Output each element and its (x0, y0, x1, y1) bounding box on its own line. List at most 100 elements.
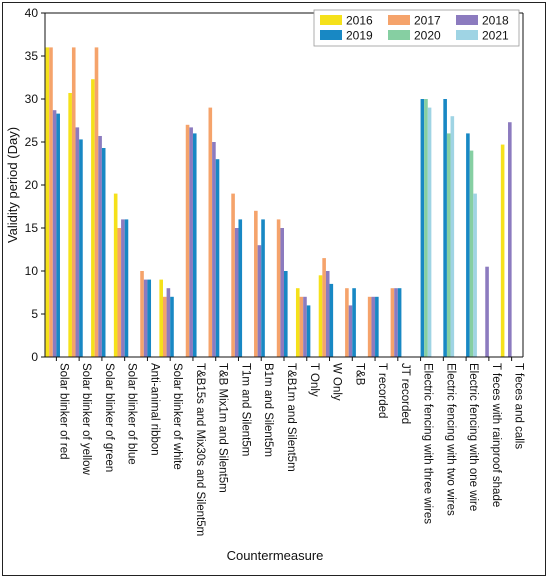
y-tick-label: 25 (25, 135, 39, 149)
legend-label: 2021 (482, 29, 509, 43)
y-tick-label: 40 (25, 6, 39, 20)
bar (45, 47, 50, 358)
x-tick-label: T&B Mix1m and Silent5m (217, 363, 229, 493)
bar (162, 296, 167, 357)
bar (446, 133, 451, 357)
bar (394, 288, 398, 357)
bar (212, 142, 216, 357)
x-tick-label: Solar blinker of green (103, 363, 115, 472)
bar (280, 228, 284, 357)
bar (159, 279, 163, 357)
x-tick-label: T feces with rainproof shade (490, 363, 502, 507)
bar (238, 219, 243, 357)
legend-label: 2020 (414, 29, 441, 43)
bar (367, 296, 372, 357)
bar (508, 122, 512, 357)
bar (352, 288, 356, 357)
bar (500, 144, 505, 357)
bar (71, 47, 76, 358)
bar (420, 99, 425, 357)
y-tick-label: 0 (31, 350, 38, 364)
bar (75, 127, 80, 357)
legend-label: 2017 (414, 14, 441, 28)
x-tick-label: T&B1m and Silent5m (285, 363, 297, 472)
y-tick-label: 5 (31, 307, 38, 321)
bar (147, 279, 152, 357)
x-tick-label: T feces and calls (513, 363, 525, 449)
bar (113, 193, 118, 357)
bar (325, 271, 330, 357)
bar (469, 150, 474, 357)
legend-swatch (320, 15, 342, 25)
x-tick-label: T1m and Silent5m (239, 363, 251, 456)
bar (192, 133, 197, 357)
y-tick-label: 10 (25, 264, 39, 278)
bar (443, 99, 447, 357)
bar (345, 288, 349, 357)
x-tick-label: Electric fencing with three wires (422, 363, 434, 524)
bars-layer (45, 47, 512, 358)
bar (124, 219, 129, 357)
x-tick-label: Solar blinker of blue (126, 363, 138, 465)
bar (299, 296, 304, 357)
bar (56, 113, 60, 358)
bar (427, 107, 432, 357)
bar (371, 296, 376, 357)
y-axis-title: Validity period (Day) (5, 127, 20, 243)
y-tick-label: 15 (25, 221, 39, 235)
bar (261, 219, 265, 357)
bar (466, 133, 470, 357)
bar (473, 193, 477, 357)
bar (140, 271, 144, 357)
bar (295, 288, 300, 357)
x-tick-label: JT recorded (399, 363, 411, 424)
legend-label: 2018 (482, 14, 509, 28)
bar (170, 296, 174, 357)
bar (121, 219, 125, 357)
bar (348, 305, 353, 357)
bar (424, 99, 428, 357)
bar (254, 210, 258, 357)
x-axis-title: Countermeasure (227, 548, 324, 563)
x-tick-label: T recorded (376, 363, 388, 418)
x-tick-label: Electric fencing with two wires (444, 363, 456, 516)
y-tick-label: 30 (25, 92, 39, 106)
bar (166, 288, 171, 357)
bar (329, 283, 334, 357)
y-tick-label: 20 (25, 178, 39, 192)
bar (306, 305, 311, 357)
bar (49, 47, 53, 358)
bar (52, 110, 57, 358)
legend-swatch (456, 30, 478, 40)
bar (117, 228, 122, 357)
bar (185, 124, 190, 357)
legend-swatch (388, 30, 410, 40)
y-tick-label: 35 (25, 49, 39, 63)
bar (485, 266, 489, 357)
bar (189, 127, 193, 357)
bar (284, 271, 288, 357)
x-tick-label: Solar blinker of yellow (80, 363, 92, 476)
bar (276, 219, 281, 357)
x-tick-label: B1m and Silent5m (262, 363, 274, 457)
x-tick-label: Anti-animal ribbon (148, 363, 160, 456)
x-tick-label: Solar blinker of red (57, 363, 69, 460)
bar (91, 79, 95, 357)
bar (450, 116, 455, 357)
legend-box (313, 9, 520, 47)
bar (94, 47, 99, 358)
x-tick-label: T&B (353, 363, 365, 386)
bar (322, 258, 326, 357)
legend-swatch (320, 30, 342, 40)
bar (257, 245, 262, 357)
legend: 2016 2017 2018 2019 2020 2021 (313, 9, 520, 47)
bar (303, 296, 307, 357)
bar (318, 275, 323, 357)
bar (101, 148, 106, 357)
x-tick-label: T Only (308, 363, 320, 397)
legend-label: 2016 (346, 14, 373, 28)
bar (208, 107, 213, 357)
bar (231, 193, 235, 357)
x-tick-label: Solar blinker of white (171, 363, 183, 470)
